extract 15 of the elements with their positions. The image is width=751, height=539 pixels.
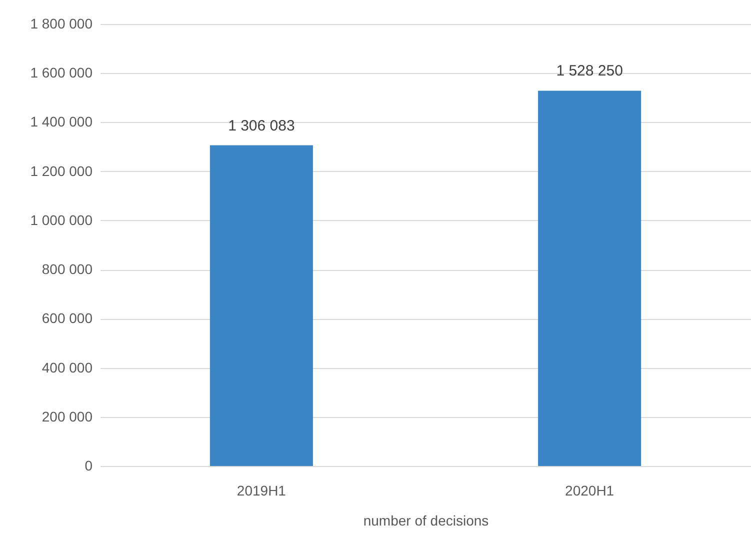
y-tick-label: 800 000 <box>42 261 93 278</box>
y-tick-label: 1 000 000 <box>30 212 93 228</box>
y-tick-label: 400 000 <box>42 359 93 376</box>
y-tick-label: 1 200 000 <box>30 162 93 179</box>
y-tick-label: 0 <box>84 458 93 474</box>
data-label: 1 528 250 <box>556 62 623 80</box>
y-tick-label: 1 400 000 <box>30 114 93 130</box>
x-tick-label: 2020H1 <box>565 482 614 498</box>
x-tick-label: 2019H1 <box>236 482 286 498</box>
x-axis-title: number of decisions <box>363 512 489 528</box>
y-tick-label: 200 000 <box>42 408 93 424</box>
y-tick-label: 1 600 000 <box>30 64 93 81</box>
y-tick-label: 1 800 000 <box>30 16 93 32</box>
data-label: 1 306 083 <box>228 117 295 134</box>
y-tick-label: 600 000 <box>42 310 93 326</box>
